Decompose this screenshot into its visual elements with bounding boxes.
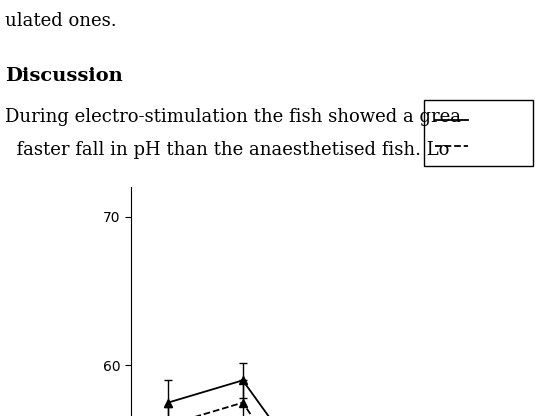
Text: Discussion: Discussion — [5, 67, 123, 84]
Text: During electro-stimulation the fish showed a grea: During electro-stimulation the fish show… — [5, 108, 461, 126]
Text: ulated ones.: ulated ones. — [5, 12, 117, 30]
Text: faster fall in pH than the anaesthetised fish. Lo: faster fall in pH than the anaesthetised… — [5, 141, 450, 159]
